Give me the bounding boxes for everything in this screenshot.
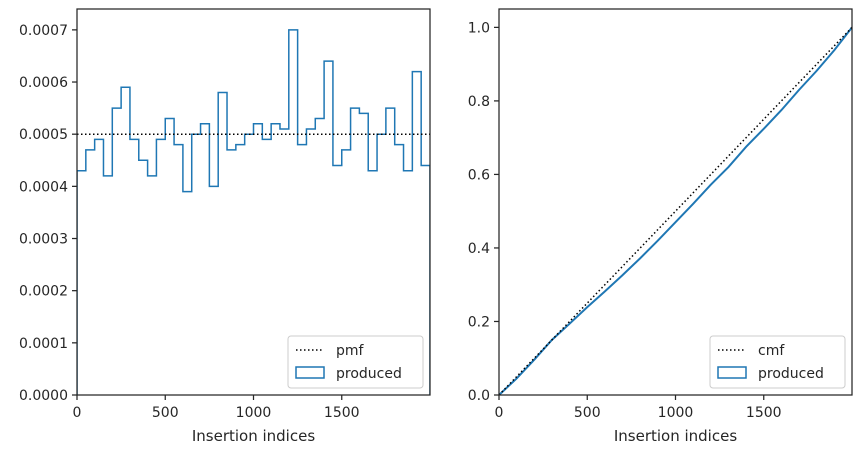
- left-x-tick-label: 0: [73, 405, 82, 421]
- right-legend-produced-label: produced: [758, 366, 824, 382]
- left-y-tick-label: 0.0003: [19, 232, 68, 248]
- left-produced-histogram: [77, 29, 430, 395]
- left-y-tick-label: 0.0001: [19, 336, 68, 352]
- right-x-ticks: 0 500 1000 1500: [495, 395, 782, 421]
- left-axes-frame: [76, 8, 431, 396]
- left-y-tick-label: 0.0006: [19, 75, 68, 91]
- left-y-ticks: 0.0000 0.0001 0.0002 0.0003 0.0004 0.0005 0.00…: [19, 23, 77, 404]
- right-legend: cmf produced: [709, 335, 846, 389]
- right-series: [499, 26, 852, 395]
- right-legend-cmf-label: cmf: [758, 343, 785, 359]
- left-x-ticks: 0 500 1000 1500: [73, 395, 360, 421]
- right-y-tick-label: 0.2: [468, 314, 490, 330]
- left-legend-produced-swatch: [295, 366, 325, 379]
- left-legend-produced-label: produced: [336, 366, 402, 382]
- left-x-tick-label: 1500: [324, 405, 360, 421]
- right-x-tick-label: 1500: [746, 405, 782, 421]
- left-legend: pmf produced: [287, 335, 424, 389]
- right-cmf-line: [499, 26, 852, 395]
- left-y-tick-label: 0.0002: [19, 284, 68, 300]
- right-x-tick-label: 500: [574, 405, 601, 421]
- left-x-tick-label: 1000: [236, 405, 272, 421]
- right-y-ticks: 0.0 0.2 0.4 0.6 0.8 1.0: [468, 20, 499, 404]
- left-y-tick-label: 0.0005: [19, 127, 68, 143]
- right-y-tick-label: 0.0: [468, 388, 490, 404]
- right-y-tick-label: 0.4: [468, 241, 490, 257]
- right-axes-frame: [498, 8, 853, 396]
- right-x-tick-label: 1000: [658, 405, 694, 421]
- cmf-panel: 0.0 0.2 0.4 0.6 0.8 1.0 0 500 1000 1500 Insertio…: [468, 8, 853, 445]
- left-x-axis-label: Insertion indices: [192, 427, 315, 445]
- right-y-tick-label: 0.6: [468, 167, 490, 183]
- left-series: [77, 29, 430, 395]
- right-x-tick-label: 0: [495, 405, 504, 421]
- right-y-tick-label: 0.8: [468, 94, 490, 110]
- pmf-histogram-panel: 0.0000 0.0001 0.0002 0.0003 0.0004 0.0005 0.00…: [19, 8, 431, 445]
- right-x-axis-label: Insertion indices: [614, 427, 737, 445]
- right-legend-box: [709, 335, 846, 389]
- left-y-tick-label: 0.0000: [19, 388, 68, 404]
- right-legend-produced-swatch: [717, 366, 747, 379]
- left-y-tick-label: 0.0007: [19, 23, 68, 39]
- left-y-tick-label: 0.0004: [19, 179, 68, 195]
- left-legend-pmf-label: pmf: [336, 343, 365, 359]
- right-y-tick-label: 1.0: [468, 20, 490, 36]
- left-legend-box: [287, 335, 424, 389]
- left-x-tick-label: 500: [152, 405, 179, 421]
